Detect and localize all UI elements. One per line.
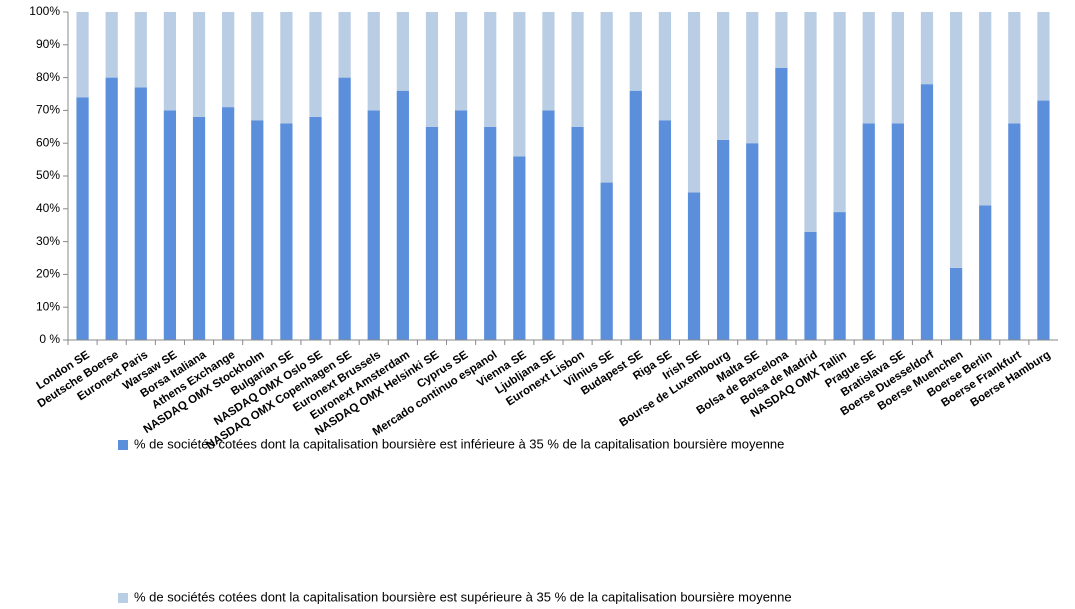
bar-segment: [309, 116, 322, 341]
bar-segment: [949, 12, 963, 268]
bar-segment: [76, 12, 89, 98]
bar-segment: [222, 107, 235, 341]
bar-segment: [105, 77, 118, 340]
bar-segment: [1008, 123, 1021, 341]
bar-segment: [687, 12, 701, 193]
y-tick-label: 80%: [36, 70, 60, 84]
bar-segment: [775, 12, 788, 68]
bar-segment: [746, 143, 759, 340]
bar-segment: [280, 123, 293, 341]
bar-segment: [804, 12, 817, 232]
bar-segment: [891, 12, 904, 124]
bar-segment: [542, 110, 555, 341]
bar-segment: [571, 126, 584, 340]
bar-segment: [396, 90, 409, 340]
bar-segment: [775, 67, 788, 340]
bar-segment: [105, 12, 118, 78]
bar-segment: [484, 12, 497, 127]
y-tick-label: 50%: [36, 168, 60, 182]
y-tick-label: 100%: [29, 4, 60, 18]
bar-segment: [396, 12, 409, 91]
bar-segment: [251, 120, 264, 341]
bar-segment: [979, 205, 992, 340]
bar-segment: [1037, 12, 1050, 101]
bar-segment: [629, 90, 642, 340]
legend-label: % de sociétés cotées dont la capitalisat…: [134, 589, 792, 604]
bar-segment: [251, 12, 264, 121]
bar-segment: [222, 12, 235, 108]
y-tick-label: 10%: [36, 299, 60, 313]
bar-segment: [1008, 12, 1021, 124]
bar-segment: [484, 126, 497, 340]
bar-segment: [425, 12, 439, 127]
bar-segment: [542, 12, 555, 111]
bar-segment: [367, 110, 380, 341]
bar-segment: [920, 84, 934, 340]
legend-swatch: [118, 593, 128, 603]
y-tick-label: 20%: [36, 267, 60, 281]
bar-segment: [600, 182, 613, 340]
bar-segment: [163, 12, 177, 111]
y-tick-label: 70%: [36, 103, 60, 117]
y-tick-label: 0 %: [39, 332, 60, 346]
bar-segment: [280, 12, 293, 124]
bar-segment: [338, 12, 351, 78]
bar-segment: [833, 12, 846, 213]
bar-segment: [862, 123, 875, 341]
bar-segment: [804, 231, 817, 340]
legend-swatch: [118, 440, 128, 450]
y-tick-label: 30%: [36, 234, 60, 248]
bar-segment: [629, 12, 642, 91]
bar-segment: [192, 116, 206, 341]
bar-segment: [949, 267, 963, 340]
y-tick-label: 60%: [36, 135, 60, 149]
bar-segment: [891, 123, 904, 341]
bar-segment: [600, 12, 613, 183]
bar-segment: [163, 110, 177, 341]
bar-segment: [717, 12, 730, 140]
bar-segment: [454, 110, 468, 341]
bar-segment: [571, 12, 584, 127]
bar-segment: [1037, 100, 1050, 340]
y-tick-label: 40%: [36, 201, 60, 215]
bar-segment: [658, 12, 672, 121]
y-tick-label: 90%: [36, 37, 60, 51]
bar-segment: [76, 97, 89, 340]
bar-segment: [920, 12, 934, 85]
bar-segment: [979, 12, 992, 206]
bar-segment: [658, 120, 672, 341]
bar-segment: [833, 212, 846, 340]
bar-segment: [746, 12, 759, 144]
bar-segment: [862, 12, 875, 124]
bar-segment: [513, 12, 526, 157]
bar-segment: [717, 139, 730, 340]
legend-label: % de sociétés cotées dont la capitalisat…: [134, 436, 784, 451]
bar-segment: [687, 192, 701, 340]
bar-segment: [134, 12, 147, 88]
bar-segment: [338, 77, 351, 340]
bar-segment: [309, 12, 322, 117]
bar-segment: [134, 87, 147, 340]
bar-segment: [513, 156, 526, 340]
bar-segment: [454, 12, 468, 111]
bar-segment: [192, 12, 206, 117]
bar-segment: [367, 12, 380, 111]
bar-segment: [425, 126, 439, 340]
